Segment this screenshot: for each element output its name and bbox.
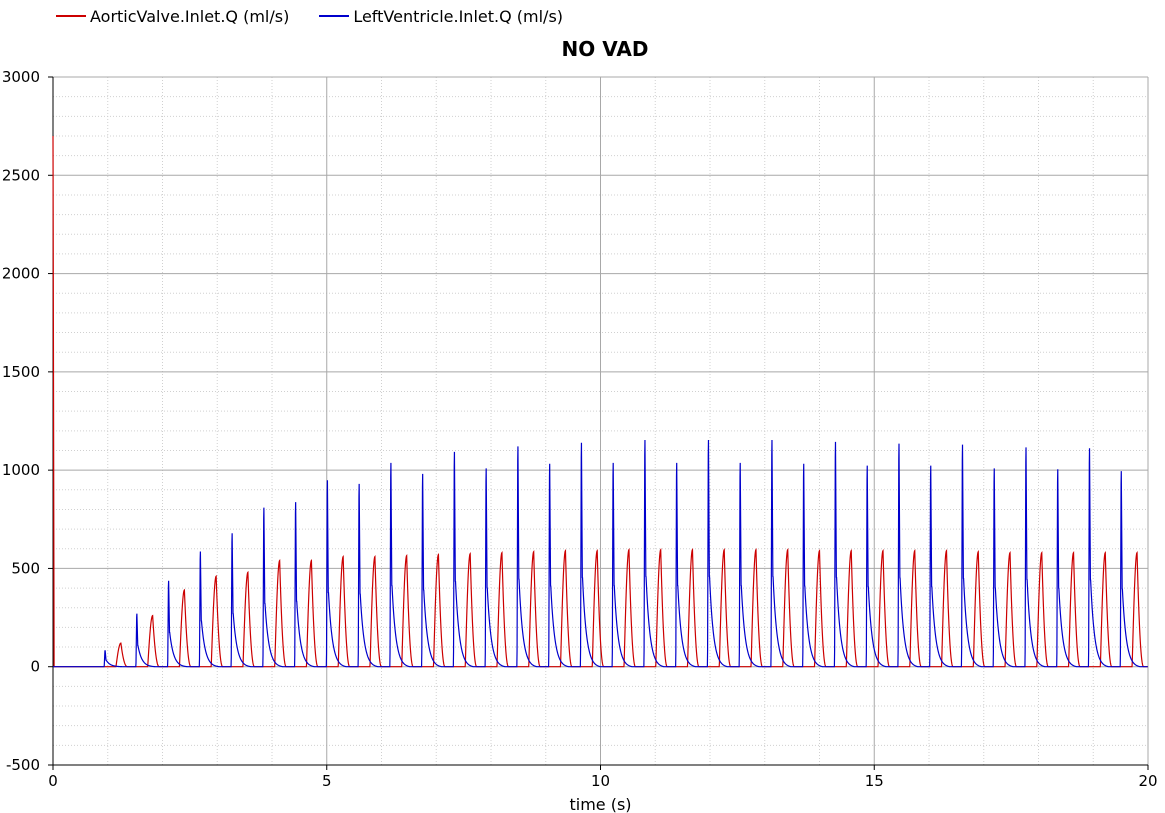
y-tick-label: 2000 (2, 265, 40, 283)
y-tick-label: 1500 (2, 363, 40, 381)
legend-swatch-leftventricle (319, 15, 350, 17)
x-axis-label: time (s) (569, 795, 631, 813)
series-line-left-ventricle (53, 440, 1148, 668)
x-tick-label: 0 (48, 772, 58, 790)
x-tick-label: 10 (591, 772, 610, 790)
legend-item-leftventricle: LeftVentricle.Inlet.Q (ml/s) (319, 7, 563, 26)
y-tick-label: 3000 (2, 68, 40, 86)
chart-legend: AorticValve.Inlet.Q (ml/s) LeftVentricle… (0, 5, 563, 27)
y-tick-label: 1000 (2, 461, 40, 479)
chart-title: NO VAD (561, 37, 649, 61)
x-tick-label: 15 (865, 772, 884, 790)
x-tick-label: 20 (1138, 772, 1157, 790)
x-tick-label: 5 (322, 772, 332, 790)
series-line-aortic-valve (52, 135, 1148, 668)
legend-label-leftventricle: LeftVentricle.Inlet.Q (ml/s) (353, 6, 564, 26)
y-tick-label: -500 (6, 756, 40, 774)
y-tick-label: 500 (11, 559, 40, 577)
y-tick-label: 0 (30, 658, 40, 676)
legend-item-aortic: AorticValve.Inlet.Q (ml/s) (56, 7, 289, 26)
legend-label-aortic: AorticValve.Inlet.Q (ml/s) (90, 6, 290, 26)
legend-swatch-aortic (56, 15, 86, 17)
y-tick-label: 2500 (2, 166, 40, 184)
